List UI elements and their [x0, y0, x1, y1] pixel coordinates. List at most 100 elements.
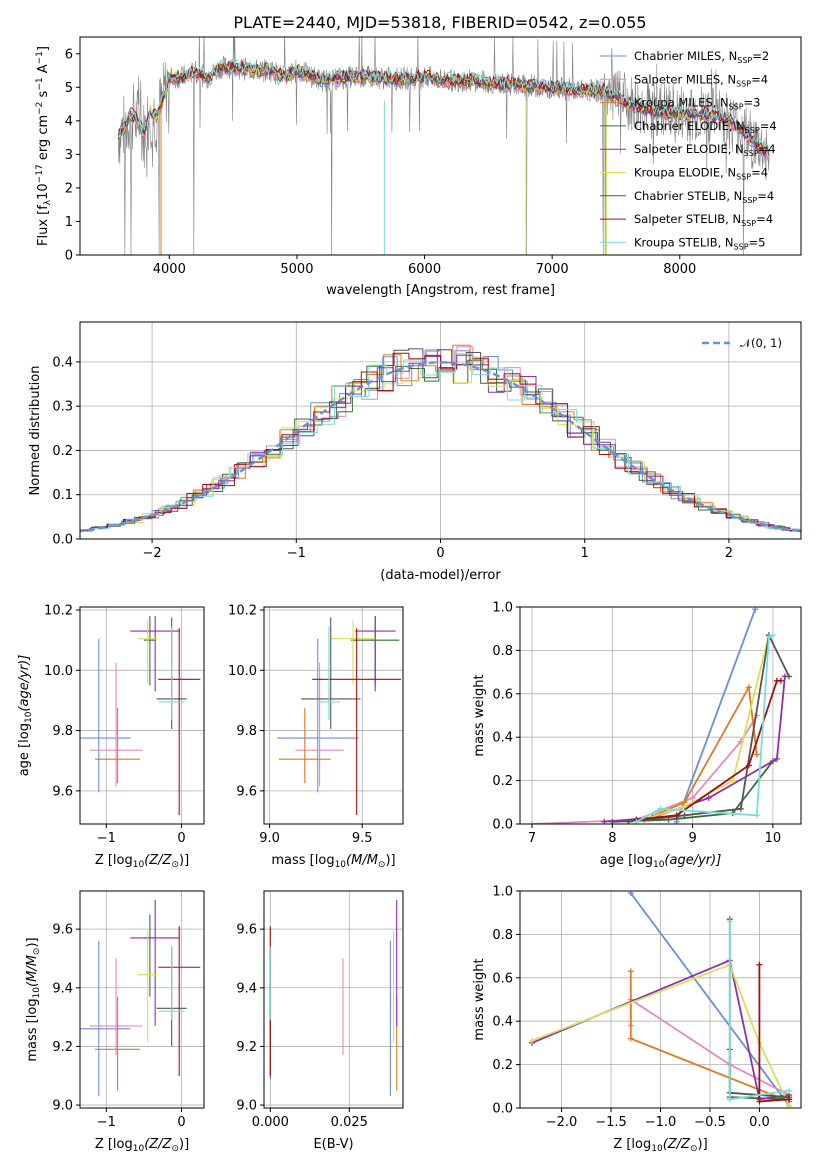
errorbar-point — [137, 930, 158, 1043]
y-tick-label: 0.4 — [492, 1015, 513, 1030]
mass-weight-line — [630, 892, 790, 1107]
y-axis-label: Flux [fλ10−17 erg cm−2 s−1 A−1] — [35, 46, 53, 246]
x-tick-label: 4000 — [153, 262, 186, 277]
mass-weight-marker — [705, 794, 712, 801]
mass-weight-marker — [627, 1035, 634, 1042]
y-tick-label: 0.0 — [492, 818, 513, 833]
residuals-plot-area — [80, 344, 801, 534]
x-axis-label: E(B-V) — [313, 1137, 353, 1152]
x-tick-label: 7 — [528, 831, 536, 846]
y-tick-label: 1 — [65, 215, 73, 230]
axes-frame — [519, 606, 802, 825]
mass-weight-marker — [737, 805, 744, 812]
x-tick-label: 9.5 — [352, 831, 373, 846]
mass-weight-marker — [726, 1096, 733, 1103]
errorbar-point — [130, 899, 180, 1026]
y-tick-label: 9.6 — [52, 784, 73, 799]
y-tick-label: 9.8 — [52, 724, 73, 739]
residual-histogram — [80, 348, 801, 532]
y-tick-label: 9.6 — [236, 784, 257, 799]
spectrum-legend: Chabrier MILES, NSSP=2 Salpeter MILES, NS… — [600, 49, 777, 251]
y-tick-label: 0.8 — [492, 928, 513, 943]
errorbar-point — [130, 616, 180, 692]
errorbar-point — [143, 914, 156, 997]
legend-entry: Kroupa MILES, NSSP=3 — [634, 96, 760, 112]
spectrum-plot-area — [117, 37, 770, 255]
axes-frame — [79, 890, 205, 1109]
model-spectrum-line — [117, 60, 770, 155]
errorbar-point — [95, 996, 141, 1091]
x-tick-label: −0.5 — [694, 1115, 726, 1130]
mass-vs-ebv-panel: 0.000 0.025 9.0 9.2 9.4 9.6 E(B-V) — [236, 890, 404, 1152]
mass-weight-marker — [745, 762, 752, 769]
age-vs-mass-plot-area — [276, 616, 402, 815]
legend-entry: Kroupa STELIB, NSSP=5 — [634, 235, 765, 251]
y-axis-label: mass [log10(M/M⊙)] — [25, 937, 42, 1061]
axes-frame — [263, 606, 404, 825]
x-axis-label: Z [log10(Z/Z⊙)] — [95, 853, 189, 870]
mass-weight-marker — [777, 677, 784, 684]
y-tick-label: 0.6 — [492, 687, 513, 702]
legend-entry: Salpeter ELODIE, NSSP=4 — [634, 142, 776, 158]
x-axis-label: (data-model)/error — [380, 568, 501, 583]
x-tick-label: −1 — [287, 546, 306, 561]
mass-weight-marker — [786, 1096, 793, 1103]
mass-weight-marker — [756, 961, 763, 968]
x-tick-label: 2 — [725, 546, 733, 561]
age-vs-z-plot-area — [80, 616, 201, 815]
y-tick-label: 0.8 — [492, 644, 513, 659]
y-tick-label: 6 — [65, 47, 73, 62]
mass-weight-line — [531, 959, 790, 1101]
normal-distribution-curve — [80, 361, 801, 533]
residual-legend: 𝒩(0, 1) — [702, 336, 782, 350]
errorbar-point — [80, 940, 131, 1097]
errorbar-point — [312, 628, 402, 815]
mass-weight-line — [531, 963, 790, 1107]
axes-frame — [79, 606, 205, 825]
y-tick-label: 10.0 — [228, 664, 257, 679]
legend-entry: Salpeter MILES, NSSP=4 — [634, 72, 768, 88]
legend-entry: Chabrier MILES, NSSP=2 — [634, 49, 769, 65]
y-tick-label: 10.2 — [228, 604, 257, 619]
errorbar-point — [317, 626, 340, 721]
x-tick-label: 6000 — [408, 262, 441, 277]
y-tick-label: 9.8 — [236, 724, 257, 739]
age-vs-mass-panel: 9.0 9.5 9.6 9.8 10.0 10.2 mass [log10(M/M⊙)] — [228, 604, 404, 870]
x-tick-label: 0 — [177, 1115, 185, 1130]
errorbar-point — [158, 926, 201, 1076]
errorbar-point — [95, 707, 141, 784]
errorbar-point — [143, 616, 156, 686]
mass-weight-marker — [673, 812, 680, 819]
mass-weight-marker — [689, 794, 696, 801]
y-tick-label: 0.4 — [492, 731, 513, 746]
y-tick-label: 9.6 — [236, 923, 257, 938]
legend-entry: Kroupa ELODIE, NSSP=4 — [634, 166, 768, 182]
errorbar-point — [158, 628, 201, 815]
y-tick-label: 9.2 — [236, 1040, 257, 1055]
errorbar-point — [158, 946, 185, 1021]
residual-histogram — [80, 346, 801, 532]
x-tick-label: −1 — [97, 1115, 116, 1130]
y-tick-label: 0.2 — [492, 774, 513, 789]
axes-frame — [519, 890, 802, 1109]
mass-weight-marker — [726, 918, 733, 925]
mass-weight-line — [644, 686, 758, 821]
figure-title: PLATE=2440, MJD=53818, FIBERID=0542, z=0… — [233, 13, 646, 32]
y-tick-label: 10.2 — [44, 604, 73, 619]
x-tick-label: 0.0 — [749, 1115, 770, 1130]
y-tick-label: 0 — [65, 249, 73, 264]
y-tick-label: 0.3 — [52, 400, 73, 415]
legend-entry: Salpeter STELIB, NSSP=4 — [634, 212, 773, 228]
mass-weight-marker — [773, 755, 780, 762]
residuals-panel: −2 −1 0 1 2 0.0 0.1 0.2 0.3 0.4 (data-model)/error… — [28, 321, 802, 583]
mass-weight-marker — [756, 1098, 763, 1105]
mass-vs-z-panel: −1 0 9.0 9.2 9.4 9.6 Z [log10(Z/Z⊙)] mass [log1… — [25, 890, 205, 1154]
x-tick-label: 5000 — [280, 262, 313, 277]
axes-frame — [263, 890, 404, 1109]
errorbar-point — [295, 662, 344, 787]
x-tick-label: 9 — [688, 831, 696, 846]
x-tick-label: 7000 — [536, 262, 569, 277]
y-tick-label: 9.0 — [236, 1099, 257, 1114]
y-tick-label: 0.0 — [52, 533, 73, 548]
weight-vs-age-plot-area — [529, 607, 792, 824]
